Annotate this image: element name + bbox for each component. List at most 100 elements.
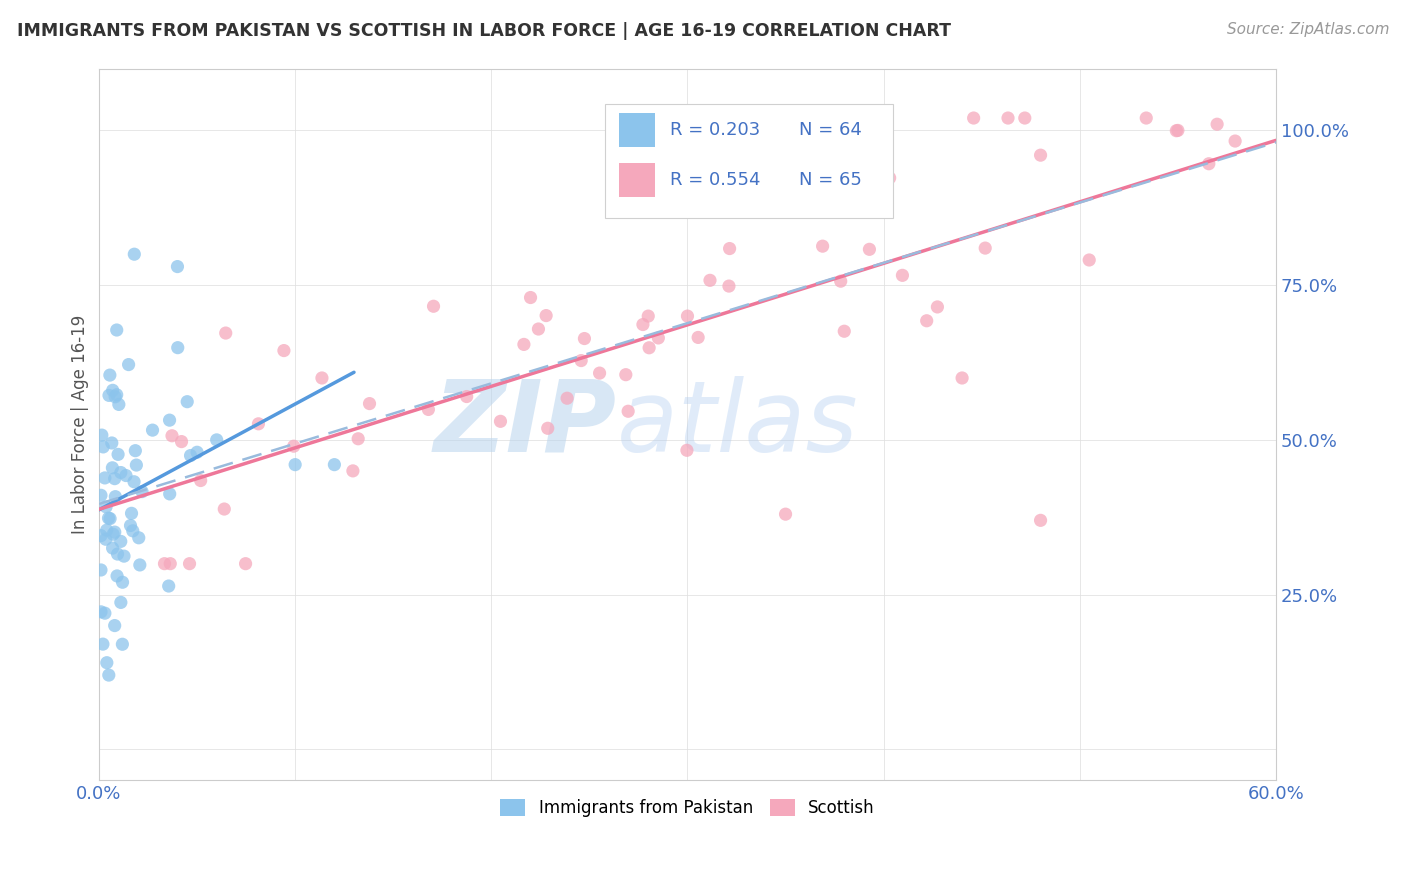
Point: [111, 575, 134, 590]
Point: [283, 439, 305, 453]
Point: [94, 471, 117, 485]
Point: [574, 332, 596, 346]
Point: [101, 527, 124, 541]
Text: R = 0.203: R = 0.203: [669, 121, 761, 139]
Point: [513, 337, 536, 351]
Point: [205, 433, 228, 447]
Text: N = 64: N = 64: [799, 121, 862, 139]
Legend: Immigrants from Pakistan, Scottish: Immigrants from Pakistan, Scottish: [492, 790, 883, 825]
Point: [186, 445, 208, 459]
Point: [90, 563, 112, 577]
Text: ZIP: ZIP: [434, 376, 617, 473]
Point: [101, 541, 124, 555]
Point: [647, 331, 669, 345]
Point: [124, 247, 146, 261]
Point: [1078, 252, 1101, 267]
Point: [101, 384, 124, 398]
Point: [124, 443, 146, 458]
Text: IMMIGRANTS FROM PAKISTAN VS SCOTTISH IN LABOR FORCE | AGE 16-19 CORRELATION CHAR: IMMIGRANTS FROM PAKISTAN VS SCOTTISH IN …: [17, 22, 950, 40]
Point: [159, 557, 181, 571]
Point: [176, 394, 198, 409]
Point: [104, 525, 127, 540]
Point: [121, 506, 143, 520]
Text: atlas: atlas: [617, 376, 859, 473]
Point: [98, 511, 121, 525]
Point: [104, 490, 127, 504]
Point: [98, 368, 121, 383]
Point: [117, 358, 139, 372]
Point: [699, 273, 721, 287]
Point: [235, 557, 257, 571]
Point: [112, 549, 135, 563]
Point: [91, 440, 114, 454]
Point: [108, 397, 131, 411]
Point: [342, 464, 364, 478]
Point: [1206, 117, 1229, 131]
Point: [104, 618, 127, 632]
Point: [170, 434, 193, 449]
Point: [974, 241, 997, 255]
Point: [96, 656, 118, 670]
Point: [527, 322, 550, 336]
Point: [166, 260, 188, 274]
Point: [614, 368, 637, 382]
Point: [105, 569, 128, 583]
Point: [107, 447, 129, 461]
Point: [534, 309, 557, 323]
Point: [1135, 111, 1157, 125]
Point: [128, 558, 150, 572]
Point: [179, 557, 201, 571]
Point: [637, 309, 659, 323]
Point: [101, 436, 124, 450]
Point: [111, 637, 134, 651]
Point: [997, 111, 1019, 125]
Point: [190, 474, 212, 488]
Point: [215, 326, 238, 340]
Point: [1166, 124, 1188, 138]
Point: [422, 299, 444, 313]
Point: [104, 390, 127, 404]
Point: [811, 239, 834, 253]
Point: [537, 421, 560, 435]
Point: [830, 274, 852, 288]
Text: Source: ZipAtlas.com: Source: ZipAtlas.com: [1226, 22, 1389, 37]
Point: [617, 404, 640, 418]
Point: [1029, 513, 1052, 527]
Point: [1014, 111, 1036, 125]
Point: [569, 353, 592, 368]
Point: [1029, 148, 1052, 162]
Point: [180, 449, 202, 463]
Point: [489, 414, 512, 428]
Point: [950, 371, 973, 385]
Point: [1223, 134, 1246, 148]
Point: [676, 309, 699, 323]
Point: [962, 111, 984, 125]
Point: [555, 391, 578, 405]
Point: [90, 428, 112, 442]
Point: [120, 518, 142, 533]
Text: N = 65: N = 65: [799, 171, 862, 189]
Point: [153, 557, 176, 571]
Point: [418, 402, 440, 417]
Point: [98, 388, 121, 402]
Point: [110, 534, 132, 549]
Point: [879, 170, 901, 185]
FancyBboxPatch shape: [605, 104, 893, 218]
Point: [90, 529, 112, 543]
Point: [638, 341, 661, 355]
Point: [284, 458, 307, 472]
Point: [273, 343, 295, 358]
Point: [122, 475, 145, 489]
Point: [927, 300, 949, 314]
Point: [1198, 157, 1220, 171]
Point: [519, 291, 541, 305]
Point: [104, 472, 127, 486]
Bar: [619, 163, 655, 197]
Point: [1167, 123, 1189, 137]
Point: [588, 366, 610, 380]
Point: [141, 423, 163, 437]
Point: [105, 388, 128, 402]
Point: [834, 123, 856, 137]
Point: [101, 460, 124, 475]
Point: [891, 268, 914, 283]
